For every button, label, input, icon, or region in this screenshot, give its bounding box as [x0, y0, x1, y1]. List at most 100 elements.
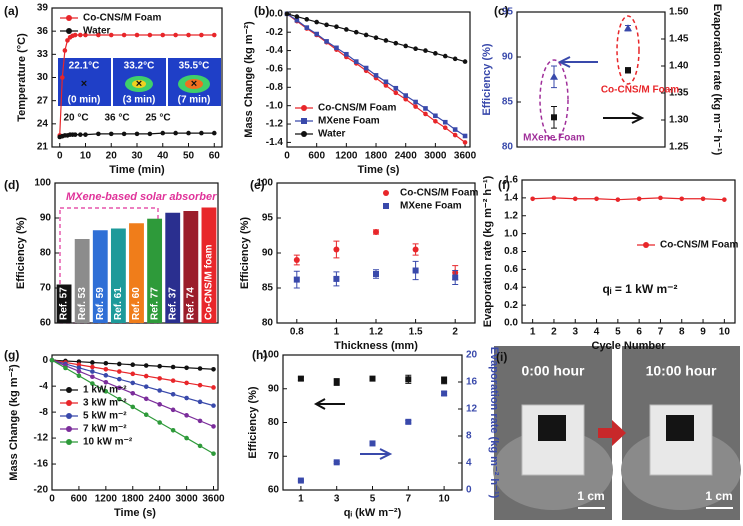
marker [297, 477, 304, 484]
marker [184, 365, 189, 371]
marker [211, 451, 216, 456]
bar [165, 212, 181, 323]
x-axis-label: Time (s) [114, 507, 156, 519]
marker [658, 195, 663, 201]
x-tick-label: 5 [370, 494, 376, 505]
marker [121, 32, 127, 38]
panel-label: (c) [494, 4, 509, 18]
marker [353, 59, 359, 64]
y2-tick-label: 1.30 [669, 115, 689, 126]
marker [624, 24, 632, 32]
marker [116, 396, 122, 402]
marker [184, 435, 189, 441]
y-tick-label: 21 [37, 142, 49, 153]
marker [116, 361, 122, 367]
y-axis-label: Mass Change (kg m⁻²) [243, 21, 255, 138]
bar-label: Ref. 61 [113, 287, 124, 320]
x-axis-label: Time (s) [358, 164, 400, 176]
legend-marker [66, 426, 72, 432]
x-tick-label: 2 [551, 327, 557, 338]
y-tick-label: 0.8 [504, 246, 518, 257]
y-tick-label: 90 [268, 383, 280, 394]
marker [333, 246, 340, 253]
photo-caption: 10:00 hour [646, 363, 717, 379]
marker [412, 246, 419, 253]
marker [344, 51, 349, 57]
y-tick-label: 27 [37, 95, 49, 106]
marker [157, 363, 162, 369]
y-tick-label: 90 [262, 248, 274, 259]
y2-tick-label: 20 [466, 350, 478, 361]
marker [433, 51, 438, 56]
legend-marker [66, 28, 72, 34]
panel-label: (e) [250, 178, 265, 192]
panel-label: (b) [254, 4, 269, 18]
marker [157, 402, 162, 407]
thermal-insets: × × × [58, 58, 221, 106]
legend-marker [66, 400, 72, 406]
y-tick-label: 0.0 [269, 8, 283, 19]
marker [170, 407, 176, 413]
marker [49, 357, 55, 363]
marker [170, 427, 176, 433]
marker [197, 418, 203, 424]
y-tick-label: 80 [268, 417, 280, 428]
marker [78, 132, 83, 137]
marker [304, 25, 310, 30]
bar [56, 284, 72, 323]
x-tick-label: 4 [594, 327, 600, 338]
marker [62, 48, 68, 53]
legend-label: Co-CNS/M Foam [400, 188, 478, 199]
y2-tick-label: 1.25 [669, 142, 689, 153]
x-tick-label: 1200 [95, 494, 118, 505]
marker [199, 32, 204, 38]
x-tick-label: 40 [157, 151, 169, 162]
marker [130, 380, 136, 386]
marker [333, 459, 340, 466]
x-tick-label: 30 [131, 151, 143, 162]
y2-axis-label: Evaporation rate (kg m⁻² h⁻¹) [488, 347, 500, 499]
y-axis-label: Efficiency (%) [239, 217, 251, 289]
y-tick-label: 70 [268, 451, 280, 462]
marker [333, 379, 340, 385]
marker [462, 140, 468, 145]
marker [130, 371, 136, 377]
legend-label: 7 kW m⁻² [83, 424, 127, 435]
y-tick-label: 100 [256, 178, 273, 189]
marker [383, 79, 389, 85]
y2-tick-label: 1.50 [669, 7, 689, 18]
marker [184, 413, 189, 418]
x-tick-label: 10 [719, 327, 731, 338]
x-tick-label: 1 [530, 327, 536, 338]
panel-label: (g) [4, 348, 19, 362]
marker [405, 376, 412, 383]
y-tick-label: 80 [40, 248, 52, 259]
y-tick-label: -16 [34, 459, 49, 470]
marker [403, 93, 409, 98]
x-tick-label: 2400 [149, 494, 172, 505]
marker [403, 96, 409, 102]
marker [184, 395, 189, 401]
marker [442, 53, 448, 59]
x-tick-label: 50 [183, 151, 195, 162]
marker [160, 32, 166, 38]
legend-label: Co-CNS/M Foam [83, 13, 161, 24]
bar-label: Ref. 60 [131, 287, 142, 320]
marker [157, 388, 162, 393]
bar [201, 207, 217, 323]
y-tick-label: 1.0 [504, 228, 518, 239]
svg-text:×: × [81, 78, 87, 90]
bar [183, 211, 199, 323]
x-tick-label: 3 [334, 494, 340, 505]
marker [108, 32, 114, 38]
plot-frame [286, 11, 471, 148]
legend-label: 5 kW m⁻² [83, 411, 127, 422]
y-axis-label: Temperature (°C) [16, 33, 28, 122]
marker [103, 366, 109, 372]
bar-label: Ref. 37 [167, 287, 178, 320]
x-tick-label: 10 [80, 151, 92, 162]
legend-marker [66, 15, 72, 21]
y-tick-label: -0.8 [266, 82, 284, 93]
x-axis-label: Thickness (mm) [334, 340, 418, 352]
legend-label: MXene Foam [400, 201, 462, 212]
